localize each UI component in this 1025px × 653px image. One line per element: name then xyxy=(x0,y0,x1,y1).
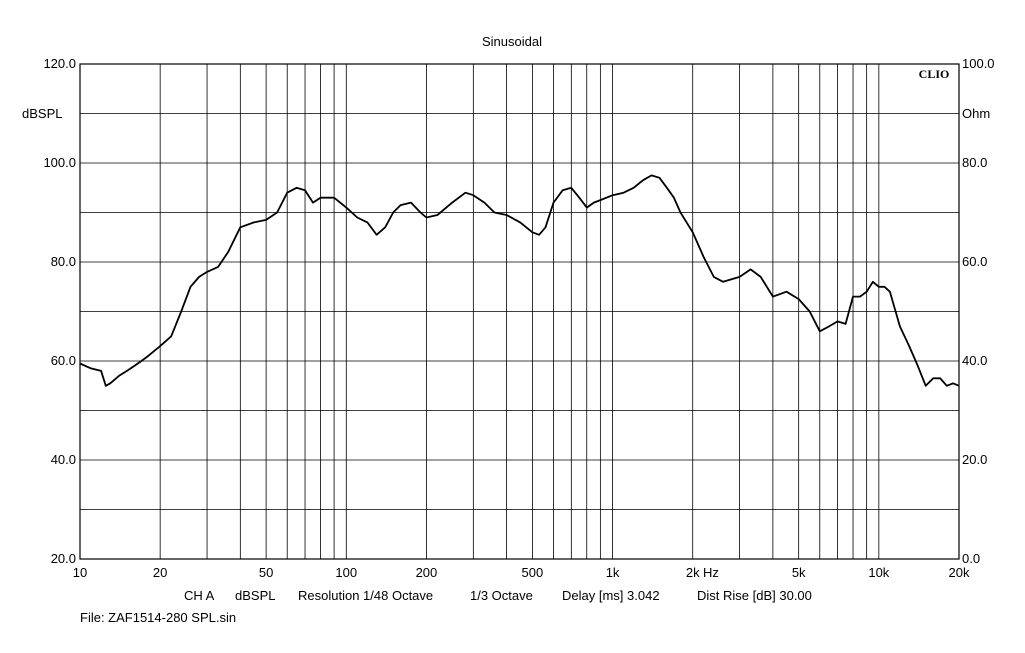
footer-channel: CH A xyxy=(184,588,215,603)
clio-logo: CLIO xyxy=(919,67,950,81)
x-tick-label: 20 xyxy=(153,565,167,580)
y-axis-left: 20.0 40.0 60.0 80.0 100.0 120.0 xyxy=(43,56,76,566)
x-tick-label: 100 xyxy=(335,565,357,580)
footer-delay: Delay [ms] 3.042 xyxy=(562,588,660,603)
y2-axis-label: Ohm xyxy=(962,106,990,121)
footer-smoothing: 1/3 Octave xyxy=(470,588,533,603)
y2-tick-label: 60.0 xyxy=(962,254,987,269)
x-tick-label: 10k xyxy=(868,565,889,580)
series-group xyxy=(79,174,960,387)
y-tick-label: 120.0 xyxy=(43,56,76,71)
x-tick-label: 200 xyxy=(416,565,438,580)
y2-tick-label: 80.0 xyxy=(962,155,987,170)
x-tick-label: 50 xyxy=(259,565,273,580)
x-tick-label: 5k xyxy=(792,565,806,580)
y-tick-label: 60.0 xyxy=(51,353,76,368)
y-tick-label: 20.0 xyxy=(51,551,76,566)
x-axis: 10 20 50 100 200 500 1k 2k 5k 10k 20k xyxy=(73,565,970,580)
y-axis-label: dBSPL xyxy=(22,106,62,121)
x-tick-label: 1k xyxy=(606,565,620,580)
plot-frame xyxy=(79,63,960,560)
footer-dist-rise: Dist Rise [dB] 30.00 xyxy=(697,588,812,603)
x-unit-label: Hz xyxy=(703,565,719,580)
footer-unit: dBSPL xyxy=(235,588,276,603)
file-name: File: ZAF1514-280 SPL.sin xyxy=(80,610,237,625)
y2-tick-label: 40.0 xyxy=(962,353,987,368)
y2-tick-label: 20.0 xyxy=(962,452,987,467)
y-tick-label: 100.0 xyxy=(43,155,76,170)
footer-resolution: Resolution 1/48 Octave xyxy=(298,588,434,603)
y-tick-label: 40.0 xyxy=(51,452,76,467)
series-line xyxy=(79,174,960,387)
y-axis-right: 0.0 20.0 40.0 60.0 80.0 100.0 xyxy=(962,56,995,566)
plot-grid xyxy=(80,64,959,559)
x-tick-label: 10 xyxy=(73,565,87,580)
x-tick-label: 20k xyxy=(949,565,970,580)
y2-tick-label: 0.0 xyxy=(962,551,980,566)
x-tick-label: 2k xyxy=(686,565,700,580)
chart-title: Sinusoidal xyxy=(482,34,542,49)
x-tick-label: 500 xyxy=(522,565,544,580)
y2-tick-label: 100.0 xyxy=(962,56,995,71)
y-tick-label: 80.0 xyxy=(51,254,76,269)
